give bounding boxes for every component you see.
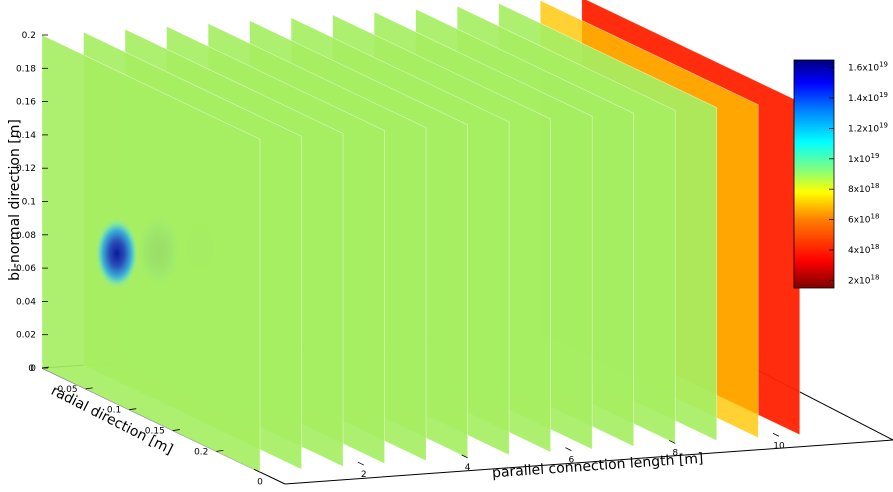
x-tick-label: 0 — [257, 477, 263, 487]
x-tick-label: 6 — [569, 456, 575, 466]
z-tick-label: 0.02 — [16, 331, 36, 341]
y-tick-label: 0.1 — [107, 406, 121, 416]
x-axis-label: parallel connection length [m] — [492, 451, 704, 482]
y-tick-mark — [216, 450, 224, 452]
z-tick-label: 0 — [30, 364, 36, 374]
colorbar-tick-label: 1x1019 — [848, 152, 879, 165]
colorbar-tick-label: 1.6x1019 — [848, 61, 888, 74]
z-tick-label: 0.04 — [16, 297, 36, 307]
z-tick-label: 0.12 — [16, 164, 36, 174]
slice-x-0 — [41, 34, 261, 473]
z-tick-label: 0.14 — [16, 131, 36, 141]
x-tick-mark — [461, 454, 468, 459]
colorbar-ticks: 1.6x1019 1.4x1019 1.2x1019 1x1019 8x1018 6x10… — [829, 61, 888, 286]
y-tick-mark — [41, 366, 50, 369]
z-tick-label: 0.1 — [22, 198, 36, 208]
x-tick-label: 4 — [465, 463, 471, 473]
x-tick-label: 10 — [773, 441, 785, 451]
slices-group — [41, 0, 801, 473]
colorbar-tick-label: 1.4x1019 — [848, 91, 888, 104]
density-blob — [92, 217, 137, 290]
y-tick-mark — [172, 429, 180, 431]
y-axis: 0 0.05 0.1 0.15 0.2 — [28, 364, 224, 457]
colorbar-tick-label: 6x1018 — [848, 213, 879, 226]
x-tick-mark — [565, 447, 572, 452]
x-tick-mark — [253, 468, 261, 473]
y-tick-mark — [129, 408, 137, 411]
colorbar-tick-label: 2x1018 — [848, 273, 879, 286]
z-axis: 0 0.02 0.04 0.06 0.08 0.1 0.12 0.14 0.16 0.18 0.2 — [16, 31, 48, 374]
x-tick-label: 2 — [361, 470, 367, 480]
y-tick-mark — [85, 387, 93, 390]
parallel-axis-line — [284, 439, 893, 485]
y-tick-label: 0.15 — [145, 427, 165, 437]
x-tick-label: 8 — [672, 448, 678, 458]
z-axis-label: bi-normal direction [m] — [7, 119, 23, 281]
x-tick-mark — [357, 461, 364, 466]
z-tick-label: 0.08 — [16, 231, 36, 241]
x-tick-mark — [772, 432, 780, 437]
colorbar-gradient — [793, 59, 835, 289]
colorbar-tick-label: 1.2x1019 — [848, 121, 888, 134]
colorbar-tick-label: 4x1018 — [848, 243, 879, 256]
z-tick-label: 0.06 — [16, 264, 36, 274]
x-tick-mark — [669, 440, 676, 444]
z-tick-label: 0.18 — [16, 64, 36, 74]
colorbar-tick-label: 8x1018 — [848, 182, 879, 195]
y-tick-label: 0.2 — [194, 447, 208, 457]
y-tick-label: 0.05 — [58, 385, 78, 395]
z-tick-label: 0.16 — [16, 98, 36, 108]
x-axis: 0 2 4 6 8 10 — [253, 432, 785, 487]
colorbar: 1.6x1019 1.4x1019 1.2x1019 1x1019 8x1018 6x10… — [793, 59, 888, 289]
y-tick-label: 0 — [28, 364, 34, 374]
z-tick-label: 0.2 — [22, 31, 36, 41]
